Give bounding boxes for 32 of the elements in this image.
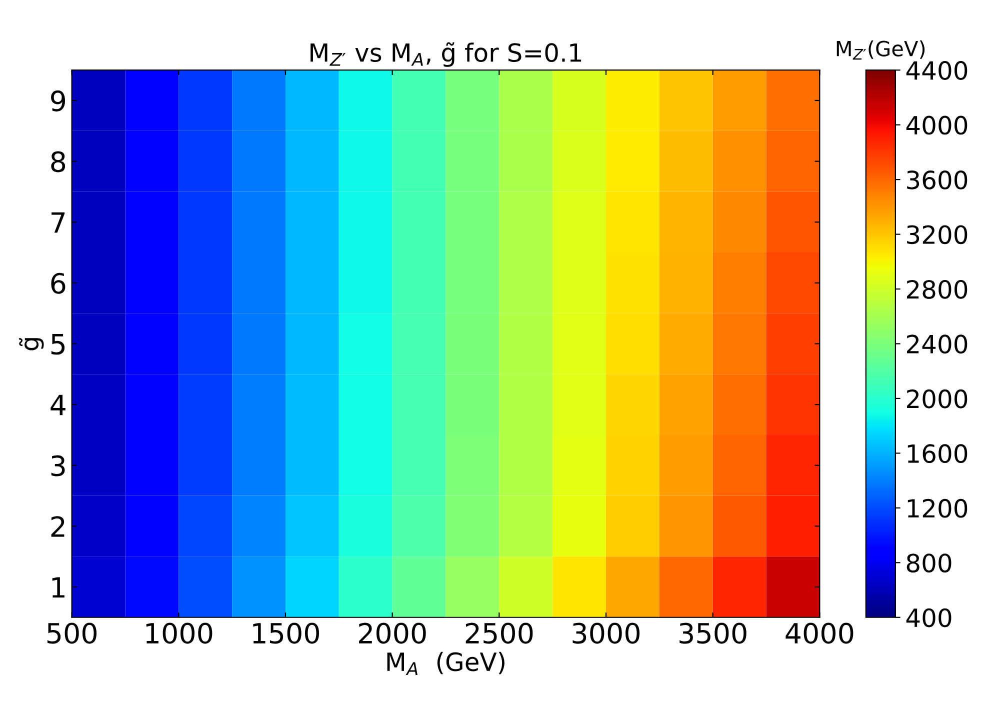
y-tick-label: 4 <box>50 394 66 416</box>
x-tick-label: 2000 <box>359 622 426 644</box>
color-bar-title: M$_{Z′}$(GeV) <box>836 40 925 60</box>
y-tick-label: 2 <box>51 516 64 537</box>
y-tick-label: 3 <box>51 455 65 476</box>
x-tick-label: 1000 <box>146 622 212 644</box>
color-bar-label: 800 <box>906 554 952 572</box>
x-axis-title: M$_{A}$ (GeV) <box>387 652 504 675</box>
color-bar-label: 1600 <box>908 444 968 464</box>
color-bar-label: 4000 <box>906 116 968 135</box>
y-tick-label: 8 <box>51 151 66 172</box>
y-axis-title: g̃ <box>19 338 44 350</box>
y-tick-label: 7 <box>52 212 65 233</box>
color-bar-label: 1200 <box>908 498 968 518</box>
color-bar-label: 2800 <box>906 280 968 299</box>
x-tick-label: 2500 <box>466 622 533 644</box>
y-tick-label: 6 <box>51 272 66 294</box>
chart-title: M$_{Z′}$ vs M$_{A}$, g̃ for S=0.1 <box>310 42 582 67</box>
color-bar-label: 2400 <box>906 334 968 354</box>
x-tick-label: 500 <box>47 622 96 644</box>
color-bar-label: 2000 <box>906 389 968 408</box>
y-tick-label: 9 <box>51 90 66 112</box>
x-tick-label: 1500 <box>253 622 319 644</box>
x-tick-label: 3000 <box>572 622 640 644</box>
x-tick-label: 3500 <box>680 622 746 644</box>
y-tick-label: 1 <box>52 577 64 598</box>
x-tick-label: 4000 <box>786 622 854 644</box>
color-bar-label: 400 <box>906 608 952 628</box>
color-bar-label: 3200 <box>907 225 968 244</box>
y-tick-label: 5 <box>51 334 65 355</box>
color-bar-label: 4400 <box>906 61 968 80</box>
color-bar-label: 3600 <box>907 170 968 190</box>
